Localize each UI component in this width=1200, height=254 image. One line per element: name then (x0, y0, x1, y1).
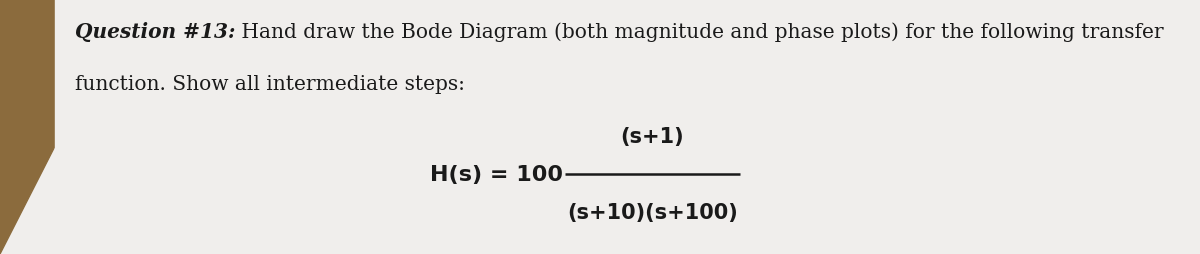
Text: Question #13:: Question #13: (74, 22, 235, 42)
Text: function. Show all intermediate steps:: function. Show all intermediate steps: (74, 75, 466, 94)
Polygon shape (0, 0, 130, 254)
Text: function. Show all intermediate steps:: function. Show all intermediate steps: (74, 75, 466, 94)
Text: H(s) = 100: H(s) = 100 (430, 164, 563, 184)
Text: Hand draw the Bode Diagram (both magnitude and phase plots) for the following tr: Hand draw the Bode Diagram (both magnitu… (235, 22, 1164, 41)
Text: (s+10)(s+100): (s+10)(s+100) (568, 202, 738, 222)
Text: (s+1): (s+1) (620, 126, 684, 146)
Polygon shape (55, 0, 1200, 224)
Polygon shape (55, 0, 1200, 224)
